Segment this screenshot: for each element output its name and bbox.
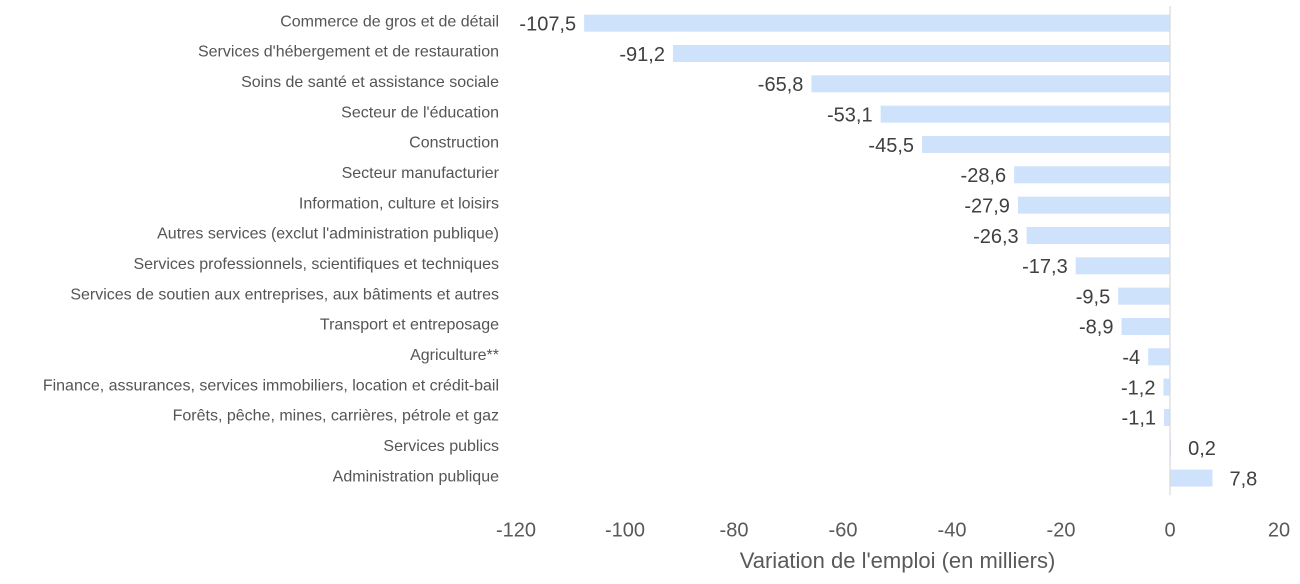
bars-group [584, 14, 1213, 487]
value-label: -4 [1122, 347, 1140, 369]
bar [1163, 378, 1170, 396]
bar [1170, 469, 1213, 487]
category-label: Services publics [383, 438, 499, 455]
category-label: Transport et entreposage [320, 317, 499, 334]
x-tick-label: -60 [829, 519, 858, 541]
category-label: Secteur manufacturier [342, 165, 500, 182]
category-label: Finance, assurances, services immobilier… [43, 377, 499, 394]
bar [922, 135, 1170, 153]
value-label: -9,5 [1076, 286, 1110, 308]
value-label: -26,3 [973, 226, 1019, 248]
value-label: -28,6 [961, 165, 1007, 187]
bar [1075, 257, 1170, 275]
category-label: Construction [409, 135, 499, 152]
category-labels-group: Commerce de gros et de détail Services d'… [43, 13, 500, 485]
value-label: -8,9 [1079, 317, 1113, 339]
value-labels-group: -107,5 -91,2 -65,8 -53,1 -45,5 -28,6 -27,9 -26,… [519, 13, 1257, 490]
x-tick-label: 20 [1268, 519, 1290, 541]
value-label: -53,1 [827, 104, 873, 126]
value-label: 7,8 [1230, 468, 1258, 490]
value-label: 0,2 [1188, 438, 1216, 460]
category-label: Agriculture** [410, 347, 499, 364]
category-label: Autres services (exclut l'administration… [157, 226, 499, 243]
category-label: Administration publique [333, 468, 499, 485]
x-tick-label: -80 [720, 519, 749, 541]
bar [1164, 408, 1170, 426]
category-label: Commerce de gros et de détail [280, 13, 499, 30]
value-label: -91,2 [619, 44, 665, 66]
bar [1014, 166, 1170, 184]
bar [811, 75, 1170, 93]
bar [672, 44, 1170, 62]
value-label: -1,1 [1122, 408, 1156, 430]
x-tick-label: -20 [1047, 519, 1076, 541]
x-tick-label: -120 [496, 519, 536, 541]
category-label: Soins de santé et assistance sociale [241, 74, 499, 91]
x-tick-label: -40 [938, 519, 967, 541]
value-label: -27,9 [964, 195, 1010, 217]
x-tick-labels-group: -120 -100 -80 -60 -40 -20 0 20 [496, 519, 1290, 541]
bar [1026, 226, 1170, 244]
category-label: Secteur de l'éducation [341, 104, 499, 121]
bar [1148, 348, 1170, 366]
category-label: Forêts, pêche, mines, carrières, pétrole… [173, 408, 499, 425]
category-label: Information, culture et loisirs [299, 195, 499, 212]
value-label: -17,3 [1022, 256, 1068, 278]
x-tick-label: -100 [605, 519, 645, 541]
x-tick-label: 0 [1164, 519, 1175, 541]
bar [1121, 317, 1170, 335]
category-label: Services d'hébergement et de restauratio… [198, 44, 499, 61]
bar [1017, 196, 1170, 214]
value-label: -107,5 [519, 13, 576, 35]
value-label: -1,2 [1121, 377, 1155, 399]
bar [584, 14, 1170, 32]
category-label: Services de soutien aux entreprises, aux… [70, 286, 499, 303]
x-axis-title: Variation de l'emploi (en milliers) [740, 548, 1056, 573]
value-label: -45,5 [868, 135, 914, 157]
bar [1118, 287, 1170, 305]
bar [880, 105, 1170, 123]
category-label: Services professionnels, scientifiques e… [133, 256, 499, 273]
value-label: -65,8 [758, 74, 804, 96]
